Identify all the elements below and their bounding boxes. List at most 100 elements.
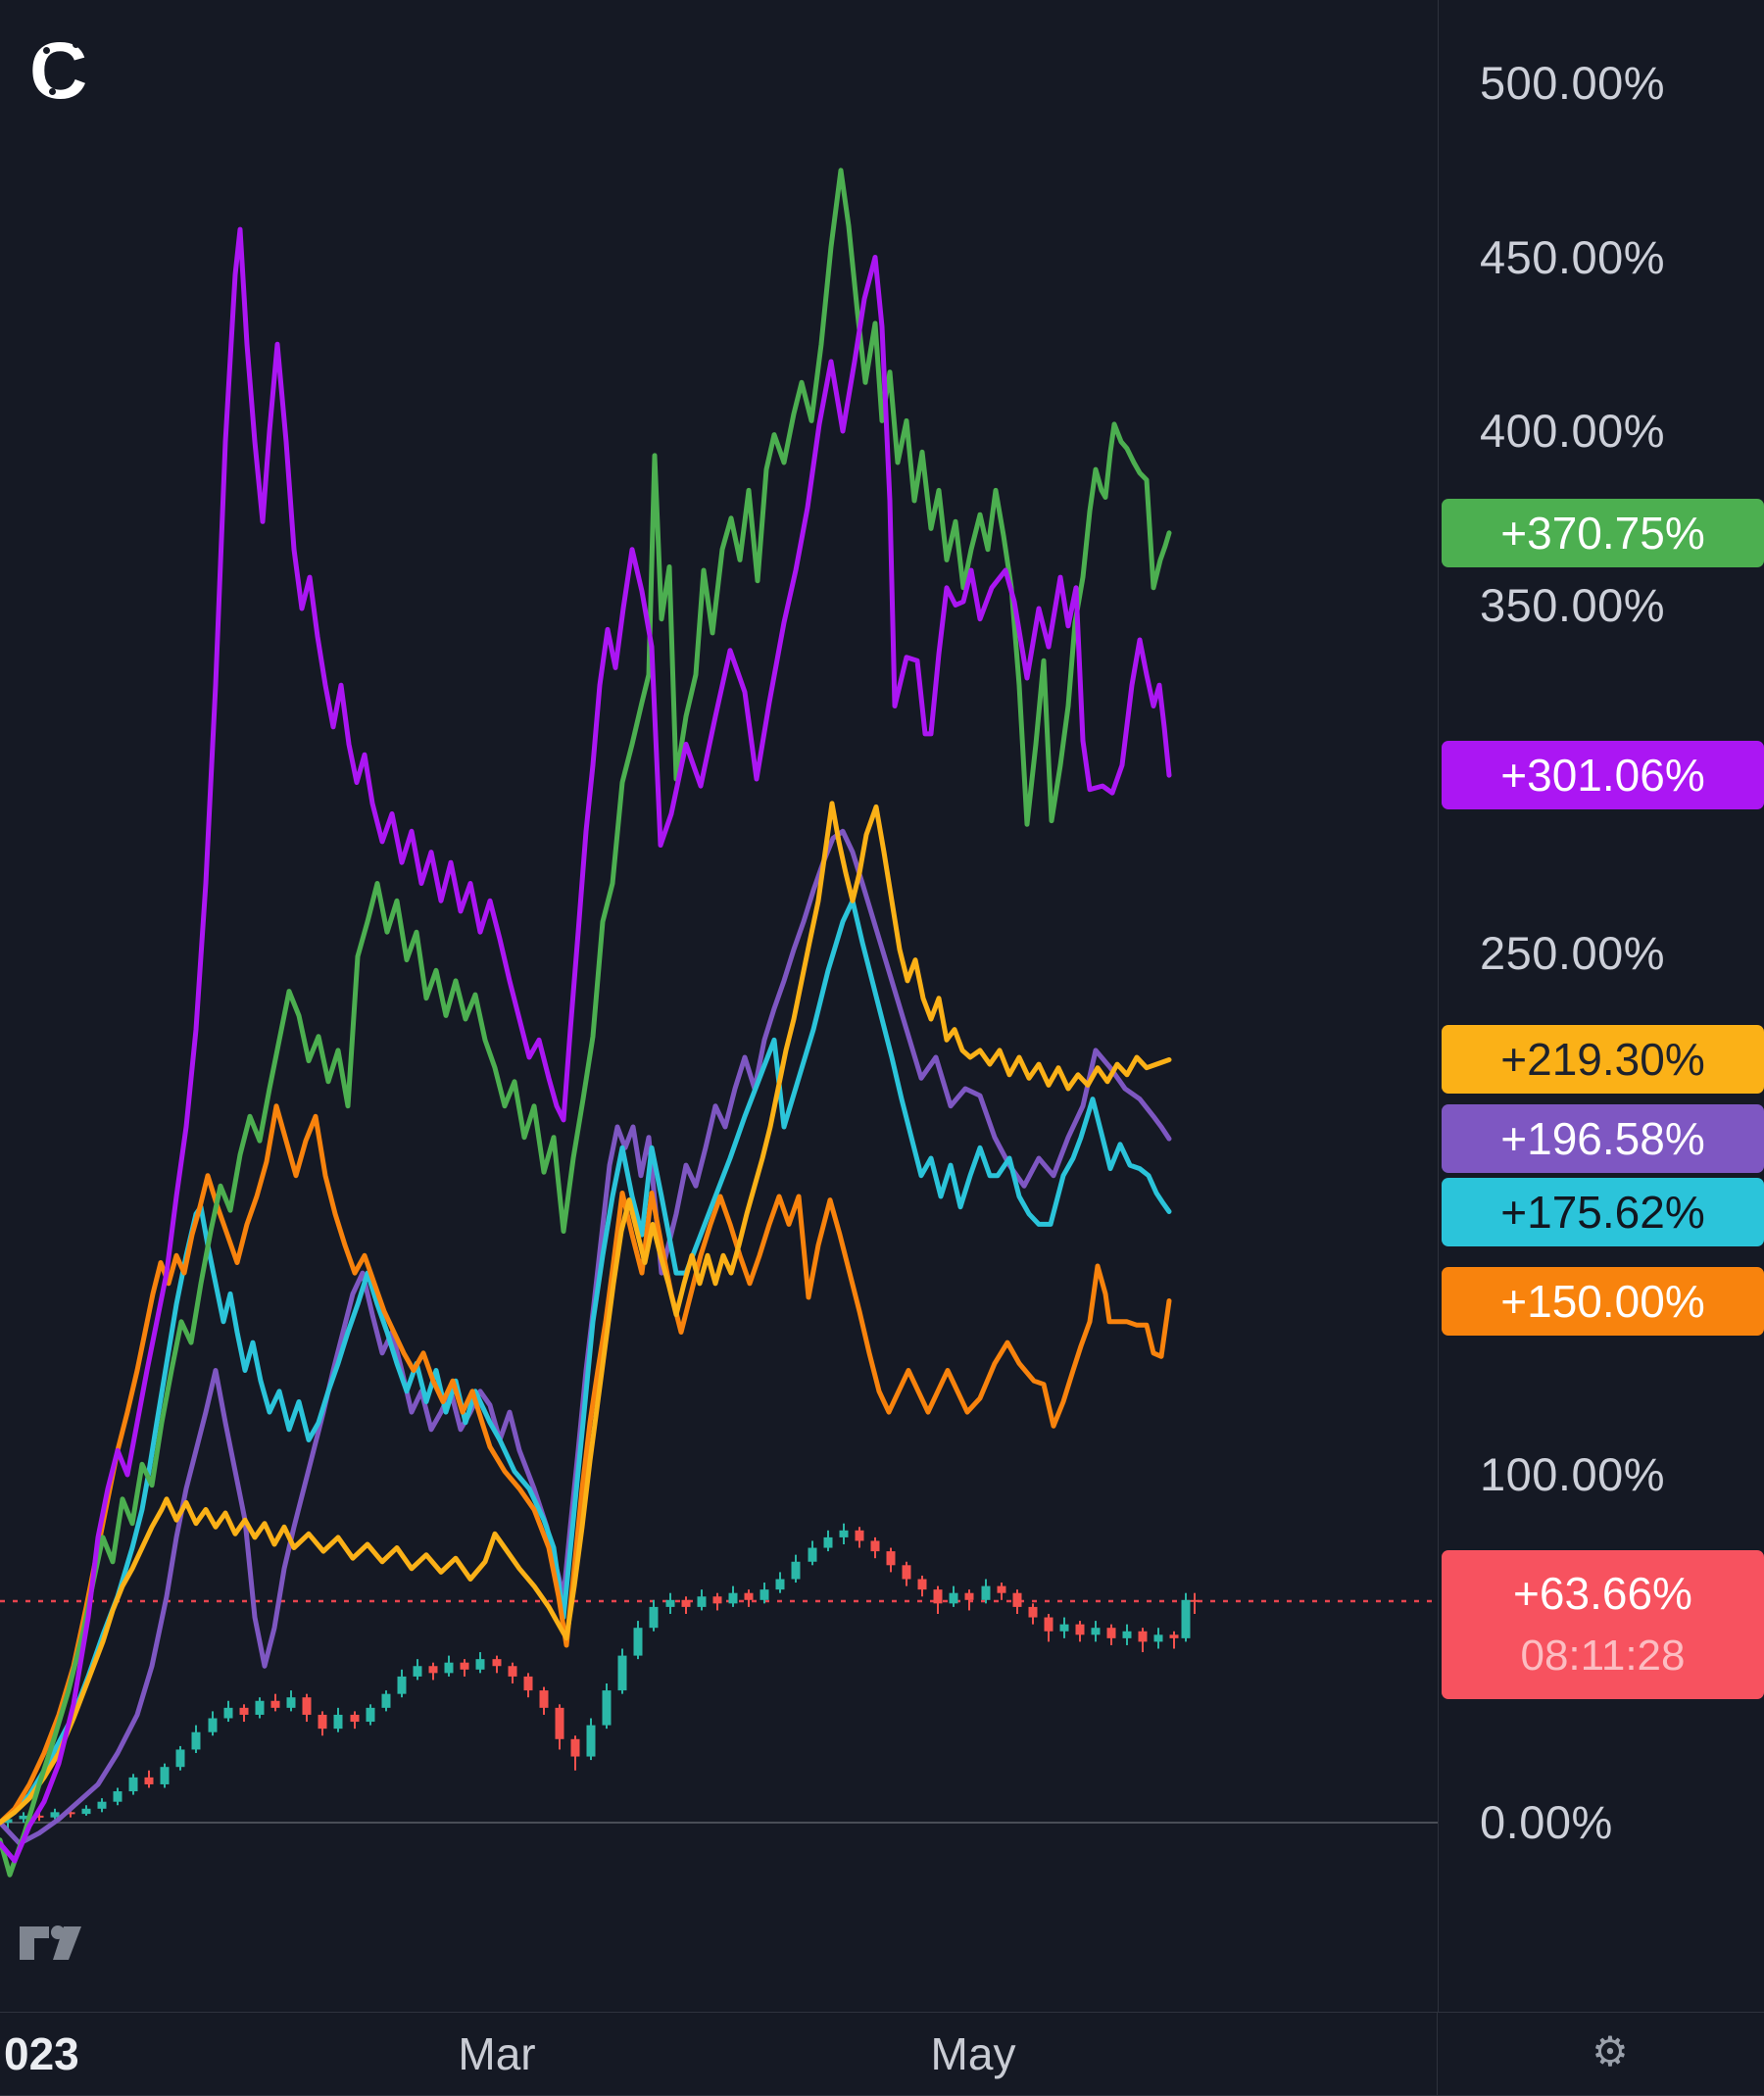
candle-body: [617, 1655, 627, 1691]
candle-body: [523, 1676, 533, 1691]
candle-body: [113, 1791, 122, 1802]
candle-body: [917, 1579, 927, 1590]
candle-body: [1059, 1624, 1069, 1632]
candle-body: [444, 1662, 454, 1674]
candle-body: [191, 1731, 201, 1750]
candle-body: [223, 1707, 233, 1719]
y-axis-label: 100.00%: [1480, 1448, 1666, 1500]
candle-body: [791, 1561, 801, 1580]
candle-body: [66, 1812, 75, 1815]
series-price-badge: +150.00%: [1442, 1266, 1764, 1336]
candle-body: [886, 1551, 896, 1566]
x-axis-label: Mar: [458, 2028, 536, 2079]
candle-body: [964, 1592, 974, 1600]
candle-body: [1169, 1634, 1179, 1638]
candle-body: [50, 1812, 60, 1818]
candle-body: [97, 1801, 107, 1809]
y-axis-label: 450.00%: [1480, 230, 1666, 283]
candle-body: [366, 1707, 375, 1723]
tradingview-logo-icon[interactable]: [18, 1925, 96, 1964]
y-axis-label: 350.00%: [1480, 578, 1666, 631]
candle-body: [381, 1693, 391, 1708]
candle-body: [255, 1700, 265, 1715]
series-price-badge: +219.30%: [1442, 1025, 1764, 1095]
candle-body: [539, 1690, 549, 1708]
candle-body: [397, 1676, 407, 1694]
symbol-logo: C: [29, 31, 106, 112]
candle-body: [333, 1714, 343, 1730]
candle-body: [81, 1808, 91, 1815]
candle-body: [602, 1690, 612, 1726]
candle-body: [160, 1767, 170, 1784]
candle-body: [1122, 1631, 1132, 1638]
candle-body: [902, 1565, 911, 1580]
symbol-logo-letter: C: [29, 26, 88, 116]
candle-body: [475, 1659, 485, 1670]
candle-body: [681, 1599, 691, 1607]
candle-body: [208, 1718, 218, 1732]
candle-body: [775, 1579, 785, 1590]
violet-line: [0, 828, 1172, 1846]
candle-body: [744, 1592, 754, 1600]
last-price-badge: +63.66% 08:11:28: [1442, 1550, 1764, 1699]
candle-body: [175, 1749, 185, 1768]
candle-body: [1190, 1599, 1200, 1602]
x-axis-label: May: [930, 2028, 1016, 2079]
series-price-badge: +196.58%: [1442, 1104, 1764, 1174]
candle-body: [428, 1666, 438, 1674]
candle-body: [586, 1725, 596, 1757]
candle-body: [302, 1697, 312, 1715]
candle-body: [492, 1659, 502, 1667]
settings-gear-icon[interactable]: ⚙: [1592, 2028, 1629, 2074]
y-axis-label: 400.00%: [1480, 405, 1666, 457]
candle-body: [997, 1585, 1006, 1593]
candle-body: [808, 1547, 817, 1562]
candle-body: [981, 1585, 991, 1600]
yellow-line: [0, 801, 1172, 1826]
candle-body: [270, 1700, 280, 1708]
candle-body: [1044, 1617, 1054, 1632]
series-price-badge: +175.62%: [1442, 1177, 1764, 1246]
candle-body: [1028, 1606, 1038, 1618]
candle-body: [19, 1815, 28, 1820]
candle-body: [3, 1819, 13, 1823]
candle-body: [318, 1714, 327, 1730]
candle-body: [697, 1596, 707, 1607]
candle-body: [933, 1589, 943, 1604]
candle-body: [128, 1777, 138, 1792]
time-axis[interactable]: ⚙ 023 Mar May: [0, 2012, 1764, 2096]
candle-body: [1091, 1628, 1101, 1635]
last-price-value: +63.66%: [1513, 1568, 1692, 1619]
purple-line: [0, 226, 1172, 1864]
candle-body: [1138, 1631, 1148, 1642]
orange-line: [0, 1103, 1172, 1826]
candle-body: [413, 1666, 422, 1677]
candle-body: [870, 1540, 880, 1552]
candle-body: [760, 1589, 769, 1600]
candle-body: [508, 1666, 517, 1677]
candle-body: [712, 1596, 722, 1604]
candle-body: [1153, 1634, 1163, 1642]
x-axis-label: 023: [4, 2028, 79, 2079]
candle-body: [239, 1707, 249, 1715]
y-axis-label: 0.00%: [1480, 1796, 1613, 1848]
candle-body: [633, 1628, 643, 1656]
candle-body: [1181, 1599, 1191, 1638]
candle-body: [1075, 1624, 1085, 1635]
candle-body: [570, 1738, 580, 1757]
bar-countdown: 08:11:28: [1520, 1632, 1686, 1680]
candle-body: [728, 1592, 738, 1604]
candle-body: [144, 1777, 154, 1784]
candle-body: [460, 1662, 469, 1670]
price-axis[interactable]: 500.00% 450.00% 400.00% 350.00% 250.00% 100.0…: [1438, 0, 1764, 2012]
candle-body: [1106, 1628, 1116, 1638]
candle-body: [949, 1592, 958, 1604]
candle-body: [823, 1536, 833, 1548]
candle-body: [286, 1697, 296, 1708]
candle-body: [649, 1606, 659, 1629]
y-axis-label: 500.00%: [1480, 57, 1666, 109]
cyan-line: [0, 898, 1172, 1826]
axis-divider: [1437, 2013, 1438, 2095]
candle-body: [350, 1714, 360, 1723]
